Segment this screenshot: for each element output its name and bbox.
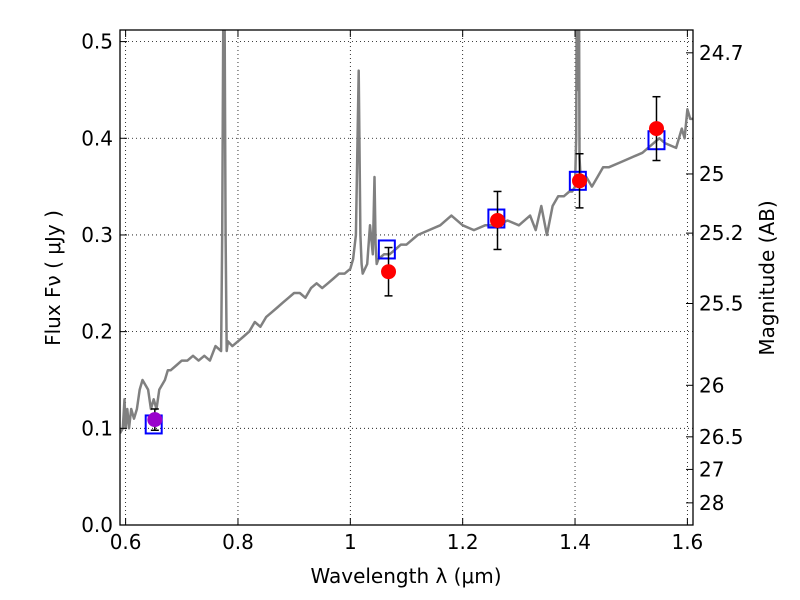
grid-lines [120,30,693,526]
spectrum-line [120,30,693,434]
mag-tick-label: 25.5 [699,292,744,316]
mag-tick-label: 27 [699,457,724,481]
model-point-square [377,239,396,260]
x-axis-label: Wavelength λ (μm) [310,564,501,588]
observed-point [147,412,163,428]
y-tick-label: 0.1 [81,416,113,440]
y-axis-label-right: Magnitude (AB) [755,200,779,355]
y-tick-label: 0.3 [81,223,113,247]
mag-tick-label: 25 [699,162,724,186]
mag-tick-label: 25.2 [699,221,744,245]
observed-point [648,121,664,137]
x-tick-label: 0.6 [110,530,142,554]
mag-tick-label: 26.5 [699,425,744,449]
mag-tick-label: 26 [699,373,724,397]
mag-tick-label: 28 [699,491,724,515]
y-tick-label: 0.4 [81,126,113,150]
mag-tick-label: 24.7 [699,41,744,65]
x-tick-label: 1.2 [447,530,479,554]
x-tick-label: 1.4 [559,530,591,554]
markers-layer [144,95,666,435]
observed-point [490,212,506,228]
axes-layer: 0.6 0.8 1 1.2 1.4 1.6 0.0 0.1 0.2 0.3 0.4 0.5 24.7 25… [81,30,743,554]
observed-point [381,264,397,280]
x-tick-label: 1.6 [671,530,703,554]
y-tick-label: 0.2 [81,320,113,344]
y-tick-label: 0.5 [81,30,113,54]
y-tick-label: 0.0 [81,513,113,537]
x-tick-label: 0.8 [222,530,254,554]
observed-point [572,173,588,189]
y-axis-label: Flux Fν ( μJy ) [41,210,65,346]
plot-frame [119,29,694,526]
x-tick-label: 1 [344,530,357,554]
spectrum-layer [120,30,693,434]
plot-background [120,30,693,525]
